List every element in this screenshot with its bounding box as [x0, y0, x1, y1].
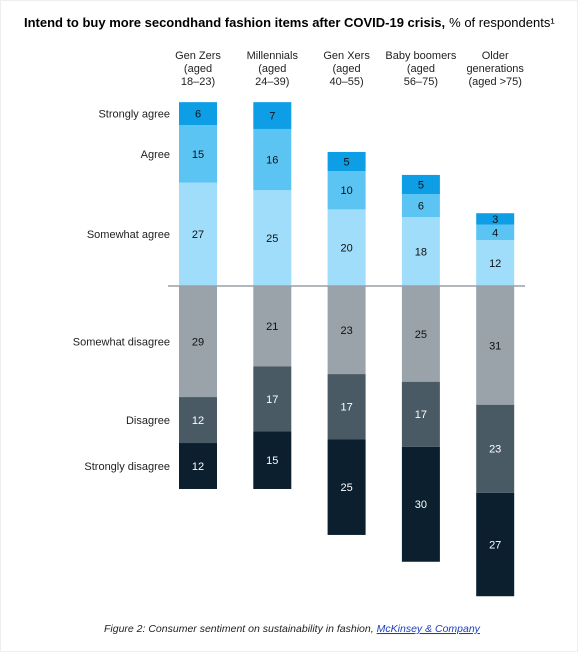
title: Intend to buy more secondhand fashion it…	[24, 15, 445, 30]
value-label: 17	[340, 402, 352, 414]
value-label: 23	[340, 325, 352, 337]
bar-segment	[179, 102, 217, 126]
x-tick-line: 56–75)	[404, 76, 438, 88]
bar-segment	[476, 286, 515, 405]
value-label: 17	[266, 394, 278, 406]
value-label: 25	[266, 233, 278, 245]
bar-segment	[476, 240, 515, 286]
x-tick-line: 18–23)	[181, 76, 215, 88]
bar-segment	[327, 151, 366, 172]
bar-segment	[401, 381, 440, 447]
value-label: 7	[269, 110, 275, 122]
x-tick-line: Baby boomers	[385, 50, 456, 62]
legend-label: Somewhat agree	[87, 229, 170, 241]
caption: Figure 2: Consumer sentiment on sustaina…	[104, 623, 374, 635]
value-label: 12	[192, 415, 204, 427]
bar-segment	[401, 174, 440, 195]
bar-segment	[179, 125, 217, 183]
value-label: 21	[266, 321, 278, 333]
bar-segment	[179, 286, 217, 398]
value-label: 18	[415, 246, 427, 258]
value-label: 20	[340, 243, 352, 255]
bar-segment	[476, 404, 515, 493]
x-tick-label: Gen Xers (aged 40–55)	[323, 50, 370, 88]
value-label: 27	[489, 539, 501, 551]
bar-segment	[401, 217, 440, 286]
x-tick-label: Gen Zers (aged 18–23)	[175, 50, 221, 88]
x-tick-line: 24–39)	[255, 76, 289, 88]
value-label: 5	[418, 179, 424, 191]
legend-label: Strongly disagree	[84, 461, 170, 473]
value-label: 12	[192, 461, 204, 473]
bar-segment	[253, 286, 292, 367]
x-tick-line: (aged	[258, 63, 286, 75]
bar-segment	[327, 209, 366, 286]
value-label: 25	[340, 482, 352, 494]
x-tick-line: Gen Zers	[175, 50, 221, 62]
value-label: 27	[192, 229, 204, 241]
bar-segment	[401, 286, 440, 382]
x-tick-line: Older	[482, 50, 509, 62]
value-label: 16	[266, 155, 278, 167]
bar-segment	[476, 224, 515, 241]
x-tick-label: Millennials (aged 24–39)	[247, 50, 299, 88]
legend-label: Disagree	[126, 415, 170, 427]
value-label: 23	[489, 444, 501, 456]
x-tick-label: Older generations (aged >75)	[466, 50, 524, 88]
value-label: 5	[344, 156, 350, 168]
bar-segment	[253, 128, 292, 191]
value-label: 25	[415, 329, 427, 341]
value-label: 10	[340, 185, 352, 197]
value-label: 4	[492, 227, 498, 239]
source-link[interactable]: McKinsey & Company	[377, 623, 481, 635]
chart-title: Intend to buy more secondhand fashion it…	[24, 15, 555, 30]
legend-label: Somewhat disagree	[73, 336, 170, 348]
x-tick-line: (aged	[333, 63, 361, 75]
value-label: 29	[192, 336, 204, 348]
value-label: 15	[192, 149, 204, 161]
value-label: 31	[489, 340, 501, 352]
x-tick-line: generations	[466, 63, 524, 75]
x-tick-line: Millennials	[247, 50, 299, 62]
bar-segment	[179, 182, 217, 286]
bar-segment	[327, 439, 366, 535]
bar-segment	[327, 171, 366, 210]
bar-segment	[327, 374, 366, 440]
bar-segment	[327, 286, 366, 375]
value-label: 17	[415, 409, 427, 421]
bar-segment	[253, 102, 292, 129]
x-tick-line: 40–55)	[329, 76, 363, 88]
caption-line: Figure 2: Consumer sentiment on sustaina…	[104, 623, 481, 635]
bar-segment	[253, 190, 292, 286]
legend-label: Agree	[141, 149, 170, 161]
bar-segment	[179, 397, 217, 444]
subtitle: % of respondents¹	[449, 15, 555, 30]
value-label: 6	[418, 200, 424, 212]
bar-segment	[253, 366, 292, 432]
bar-segment	[253, 431, 292, 489]
bar-segment	[179, 443, 217, 489]
bar-segment	[476, 492, 515, 597]
x-tick-line: Gen Xers	[323, 50, 370, 62]
legend-label: Strongly agree	[98, 109, 170, 121]
bar-segment	[476, 213, 515, 225]
x-tick-line: (aged	[407, 63, 435, 75]
bar-segment	[401, 446, 440, 562]
x-tick-label: Baby boomers (aged 56–75)	[385, 50, 456, 88]
x-tick-line: (aged >75)	[468, 76, 522, 88]
value-label: 12	[489, 258, 501, 270]
value-label: 6	[195, 109, 201, 121]
value-label: 3	[492, 214, 498, 226]
value-label: 15	[266, 455, 278, 467]
x-tick-line: (aged	[184, 63, 212, 75]
bar-segment	[401, 194, 440, 218]
value-label: 30	[415, 499, 427, 511]
